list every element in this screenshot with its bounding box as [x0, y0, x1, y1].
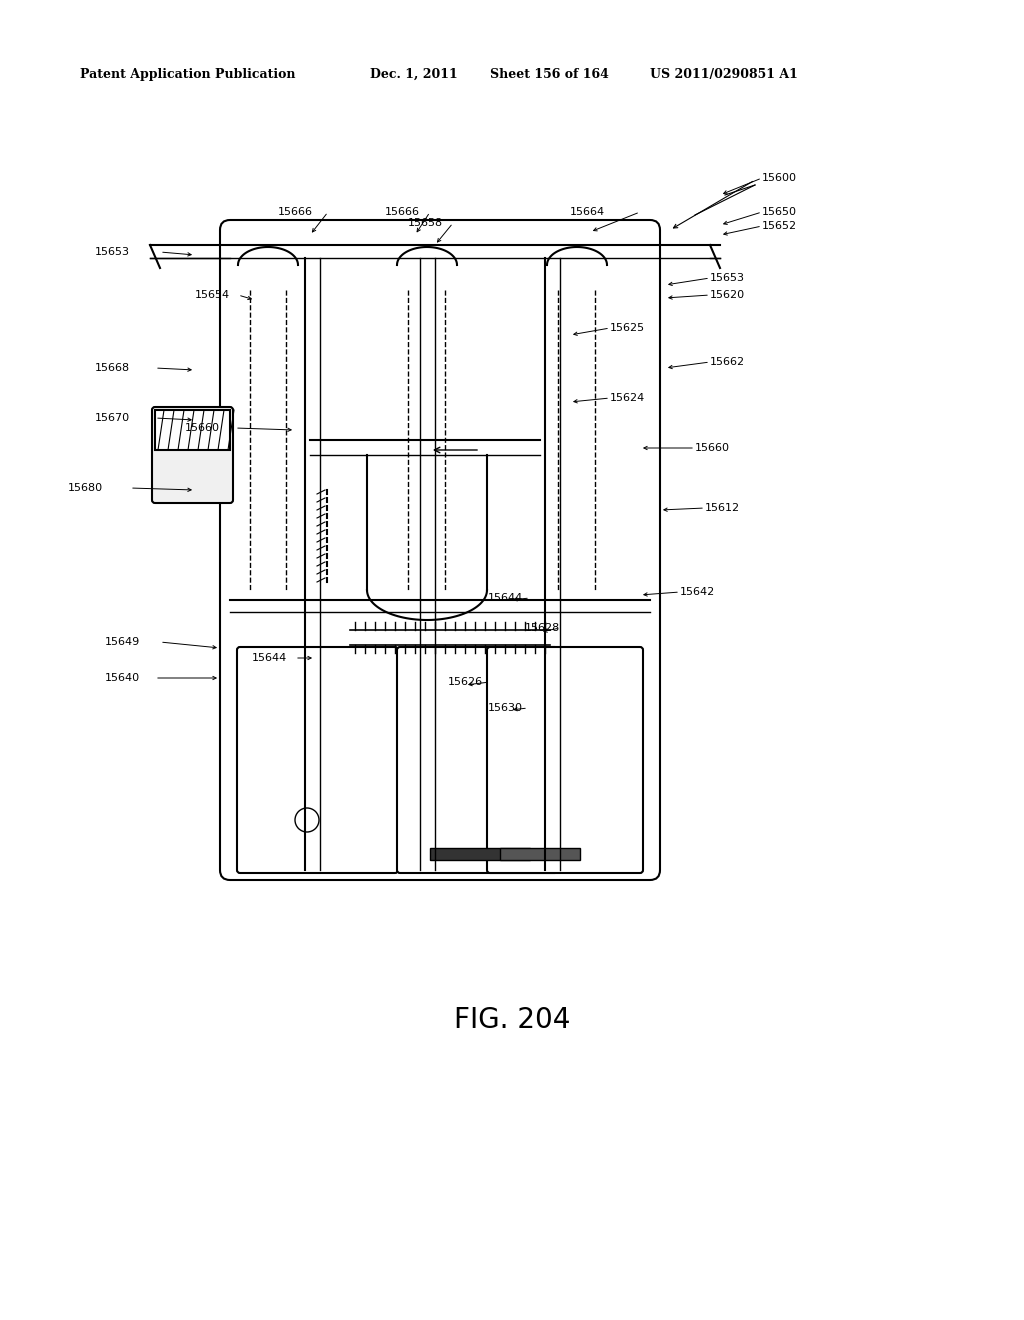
Text: 15664: 15664	[570, 207, 605, 216]
Text: FIG. 204: FIG. 204	[454, 1006, 570, 1034]
Circle shape	[295, 808, 319, 832]
Text: 15668: 15668	[95, 363, 130, 374]
FancyBboxPatch shape	[152, 407, 233, 503]
FancyBboxPatch shape	[220, 220, 660, 880]
Bar	[430, 847, 530, 861]
Text: 15620: 15620	[710, 290, 745, 300]
Text: 15628: 15628	[525, 623, 560, 634]
Text: Patent Application Publication: Patent Application Publication	[80, 69, 296, 81]
Text: 15630: 15630	[488, 704, 523, 713]
Text: 15652: 15652	[762, 220, 797, 231]
Text: 15626: 15626	[449, 677, 483, 686]
Text: 15658: 15658	[408, 218, 443, 228]
FancyBboxPatch shape	[155, 411, 230, 450]
FancyBboxPatch shape	[237, 647, 398, 873]
Text: 15612: 15612	[705, 503, 740, 513]
Text: 15650: 15650	[762, 207, 797, 216]
Text: 15653: 15653	[710, 273, 745, 282]
Text: Dec. 1, 2011: Dec. 1, 2011	[370, 69, 458, 81]
Text: 15624: 15624	[610, 393, 645, 403]
Text: 15600: 15600	[762, 173, 797, 183]
Text: 15644: 15644	[488, 593, 523, 603]
Text: US 2011/0290851 A1: US 2011/0290851 A1	[650, 69, 798, 81]
Text: 15653: 15653	[95, 247, 130, 257]
Text: 15642: 15642	[680, 587, 715, 597]
Text: 15666: 15666	[385, 207, 420, 216]
Text: 15625: 15625	[610, 323, 645, 333]
Text: 15660: 15660	[185, 422, 220, 433]
FancyBboxPatch shape	[487, 647, 643, 873]
Text: 15644: 15644	[252, 653, 288, 663]
FancyBboxPatch shape	[397, 647, 558, 873]
Text: Sheet 156 of 164: Sheet 156 of 164	[490, 69, 609, 81]
Text: 15662: 15662	[710, 356, 745, 367]
Text: 15660: 15660	[695, 444, 730, 453]
Text: 15670: 15670	[95, 413, 130, 422]
Text: 15654: 15654	[195, 290, 230, 300]
Text: 15666: 15666	[278, 207, 313, 216]
Text: 15680: 15680	[68, 483, 103, 492]
Text: 15649: 15649	[105, 638, 140, 647]
Bar	[500, 847, 580, 861]
Text: 15640: 15640	[105, 673, 140, 682]
